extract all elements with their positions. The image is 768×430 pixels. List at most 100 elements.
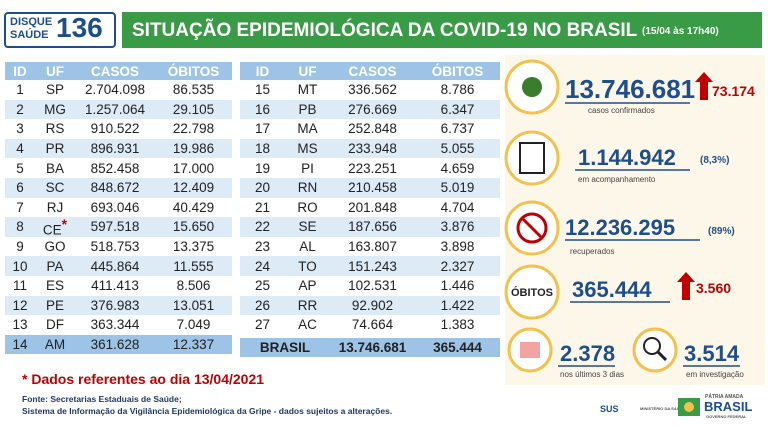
table-cell: 26 [240,298,285,313]
cell-text: 252.848 [348,121,397,137]
cell-text: 20 [254,180,271,196]
table-cell: 9 [5,239,35,254]
table-cell: 252.848 [330,121,415,136]
table-cell: 1.257.064 [75,102,155,117]
table-cell: 411.413 [75,278,155,293]
cell-text: RR [297,297,318,313]
cell-text: 3 [16,121,24,137]
table-cell: 11.555 [155,259,232,274]
column-header: UF [46,63,64,79]
title-band: SITUAÇÃO EPIDEMIOLÓGICA DA COVID-19 NO B… [122,12,762,48]
table-cell: 5.019 [415,180,500,195]
table-cell: 92.902 [330,298,415,313]
source: Sistema de Informação da Vigilância Epid… [22,406,393,416]
cell-text: AM [44,337,66,353]
cell-text: 151.243 [348,258,397,274]
table-cell: 376.983 [75,298,155,313]
cell-text: 5.055 [440,141,475,157]
cell-text: 363.344 [90,317,140,333]
cell-text: 6 [16,180,24,196]
logo-ministry: MINISTÉRIO DA SAÚDE [640,406,686,411]
table-cell: 19 [240,161,285,176]
cell-text: 4.704 [440,199,475,215]
table-cell: 8.506 [155,278,232,293]
table-cell: 20 [240,180,285,195]
cell-text: 8 [16,219,24,235]
cell-text: 163.807 [348,239,397,255]
table-cell: 12.409 [155,180,232,195]
table-row: 17 MA 252.848 6.737 [240,119,500,139]
cell-text: 26 [254,297,271,313]
table-cell: 6.347 [415,102,500,117]
table-cell: 17.000 [155,161,232,176]
table-cell: CE* [35,216,75,238]
table-cell: 3.898 [415,239,500,254]
cell-text: 15 [254,82,271,98]
stat-value: 13.746.681 [565,74,695,104]
cell-text: 5 [16,160,24,176]
cell-text: 17.000 [172,160,215,176]
table-cell: 14 [5,337,35,352]
table-cell: 233.948 [330,141,415,156]
cell-text: 848.672 [90,180,140,196]
table-row: 2 MG 1.257.064 29.105 [5,99,232,120]
table-cell: RJ [35,200,75,215]
cell-text: 6.347 [440,101,475,117]
table-cell: 15.650 [155,219,232,234]
logo-sus: SUS [600,404,619,414]
cell-text: 3.898 [440,239,475,255]
table-row: 19 PI 223.251 4.659 [240,158,500,178]
table-cell: 201.848 [330,200,415,215]
table-cell: PB [285,102,330,117]
table-row: 26 RR 92.902 1.422 [240,295,500,316]
table-row: 20 RN 210.458 5.019 [240,178,500,198]
column-header: UF [298,63,317,79]
table-cell: SE [285,219,330,234]
cell-text: 518.753 [90,239,140,255]
stat-value: 1.144.942 [578,145,676,170]
column-header: CASOS [348,63,397,79]
table-cell: SC [35,180,75,195]
table-cell: 23 [240,239,285,254]
cell-text: 361.628 [90,337,140,353]
table-cell: GO [35,239,75,254]
table-cell: 25 [240,278,285,293]
table-header: ID UF CASOS ÓBITOS [240,62,500,80]
table-row: 23 AL 163.807 3.898 [240,237,500,257]
cell-text: 1.446 [440,278,475,294]
stat-value: 3.514 [684,341,740,366]
cell-text: 16 [254,101,271,117]
table-cell: ES [35,278,75,293]
column-header: CASOS [90,63,139,79]
total-cell: 365.444 [433,340,482,356]
table-cell: AP [285,278,330,293]
cell-text: AL [299,239,316,255]
cell-text: SE [298,219,317,235]
logo-motto: PÁTRIA AMADA [705,393,744,400]
table-cell: 3 [5,121,35,136]
stat-value: 12.236.295 [565,215,675,240]
table-cell: 1.383 [415,317,500,332]
table-cell: BA [35,161,75,176]
table-cell: 363.344 [75,317,155,332]
cell-text: 19 [254,160,271,176]
cell-text: PR [45,141,65,157]
table-cell: 445.864 [75,259,155,274]
cell-text: PA [46,258,64,274]
cell-text: PB [298,101,317,117]
table-cell: 7 [5,200,35,215]
cell-text: 11 [12,278,27,294]
table-row: 15 MT 336.562 8.786 [240,80,500,100]
table-cell: 24 [240,259,285,274]
cell-text: 74.664 [351,317,394,333]
cell-text: 210.458 [348,180,397,196]
cell-text: GO [44,239,66,255]
cell-text: 102.531 [348,278,397,294]
stat-label: recuperados [570,247,614,256]
cell-text: 1.257.064 [84,101,146,117]
column-header: ÓBITOS [431,63,484,79]
table-cell: 18 [240,141,285,156]
table-cell: 6.737 [415,121,500,136]
table-cell: RR [285,298,330,313]
